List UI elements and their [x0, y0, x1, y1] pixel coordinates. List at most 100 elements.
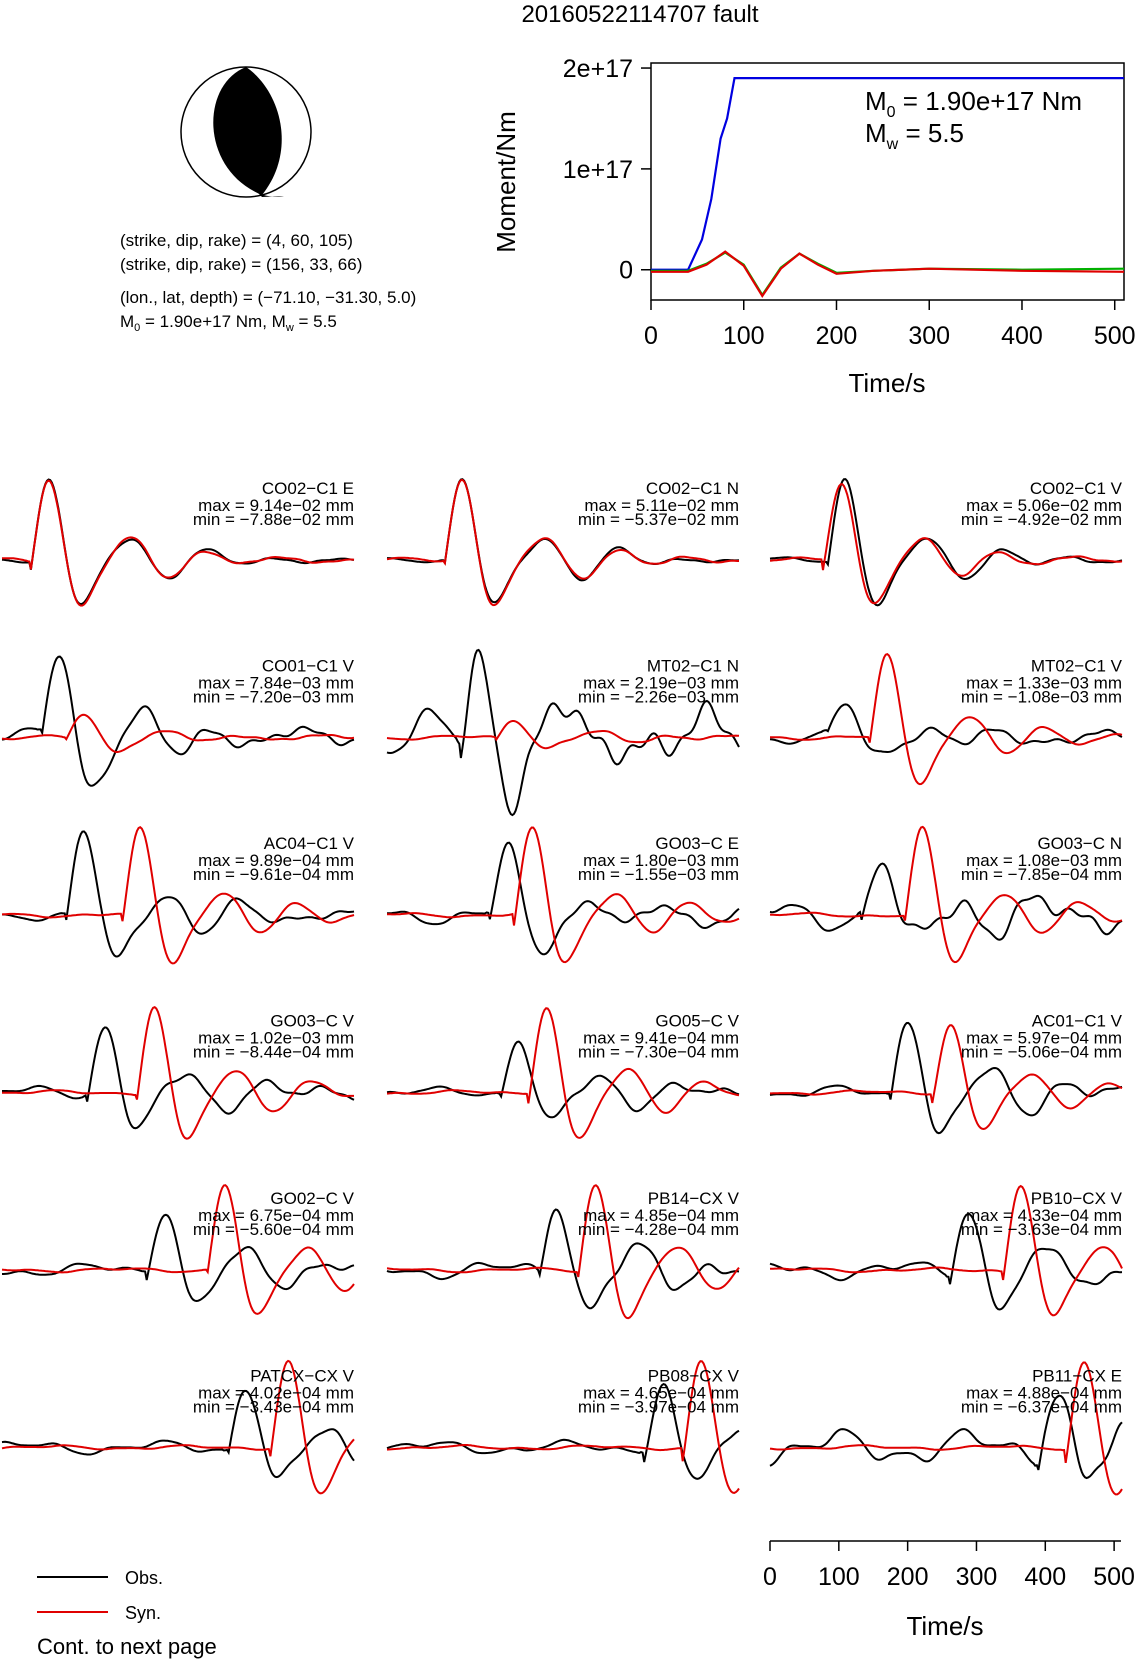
trace-station-label: PB10−CX V	[1031, 1189, 1123, 1208]
moment-ylabel: Moment/Nm	[491, 111, 521, 253]
moment-x-tick-label: 400	[1001, 322, 1043, 350]
trace-syn-line	[387, 826, 740, 964]
moment-y-tick-label: 2e+17	[563, 55, 633, 83]
trace-obs-line	[769, 1394, 1123, 1480]
trace-max-label: max = 1.02e−03 mm	[198, 1029, 354, 1048]
trace-syn-line	[1, 1359, 355, 1495]
trace-station-label: GO02−C V	[270, 1189, 354, 1208]
trace-syn-line	[1, 1184, 355, 1315]
trace-min-label: min = −4.92e−02 mm	[961, 510, 1122, 529]
trace-station-label: GO05−C V	[655, 1012, 739, 1031]
trace-max-label: max = 9.41e−04 mm	[583, 1029, 739, 1048]
trace-obs-line	[386, 648, 740, 817]
mechanism-plane1: (strike, dip, rake) = (4, 60, 105)	[120, 231, 353, 250]
bottom-axis-ticks: 0 100 200 300 400 500	[763, 1541, 1135, 1591]
moment-plot-frame	[650, 62, 1125, 301]
moment-x-tick-label: 100	[723, 322, 765, 350]
mechanism-location: (lon., lat, depth) = (−71.10, −31.30, 5.…	[120, 288, 416, 307]
trace-obs-line	[769, 862, 1123, 941]
moment-y-tick-label: 0	[619, 257, 633, 285]
bottom-axis-tick-label: 300	[956, 1563, 998, 1591]
moment-x-tick-label: 300	[908, 322, 950, 350]
trace-syn-line	[770, 1024, 1123, 1131]
moment-annotation-m0: M0 = 1.90e+17 Nm	[865, 86, 1082, 121]
trace-min-label: min = −8.44e−04 mm	[193, 1043, 354, 1062]
trace-obs-line	[769, 1212, 1123, 1311]
trace-station-label: CO02−C1 N	[646, 479, 739, 498]
trace-min-label: min = −3.63e−04 mm	[961, 1220, 1122, 1239]
trace-min-label: min = −1.55e−03 mm	[578, 865, 739, 884]
trace-station-label: AC01−C1 V	[1032, 1012, 1123, 1031]
trace-max-label: max = 2.19e−03 mm	[583, 674, 739, 693]
trace-syn-line	[1, 713, 355, 753]
trace-station-label: CO01−C1 V	[262, 657, 355, 676]
trace-min-label: min = −3.97e−04 mm	[578, 1398, 739, 1417]
bottom-axis-xlabel: Time/s	[906, 1611, 983, 1641]
trace-min-label: min = −7.88e−02 mm	[193, 510, 354, 529]
moment-series-line-0	[651, 76, 1124, 271]
moment-y-ticks: 0 1e+17 2e+17	[563, 55, 651, 285]
trace-max-label: max = 6.75e−04 mm	[198, 1206, 354, 1225]
trace-max-label: max = 4.33e−04 mm	[966, 1206, 1122, 1225]
bottom-axis-tick-label: 0	[763, 1563, 777, 1591]
moment-xlabel: Time/s	[848, 368, 925, 398]
trace-obs-line	[769, 1021, 1123, 1135]
mechanism-moment: M0 = 1.90e+17 Nm, Mw = 5.5	[120, 312, 337, 334]
bottom-axis-tick-label: 400	[1024, 1563, 1066, 1591]
trace-max-label: max = 7.84e−03 mm	[198, 674, 354, 693]
moment-x-ticks: 0 100 200 300 400 500	[644, 300, 1136, 350]
moment-y-tick-label: 1e+17	[563, 156, 633, 184]
trace-min-label: min = −7.20e−03 mm	[193, 688, 354, 707]
trace-station-label: CO02−C1 V	[1030, 479, 1123, 498]
trace-syn-line	[769, 1184, 1123, 1317]
moment-series-line-2	[651, 250, 1125, 299]
trace-station-label: MT02−C1 V	[1031, 657, 1123, 676]
trace-min-label: min = −9.61e−04 mm	[193, 865, 354, 884]
page-title: 20160522114707 fault	[521, 1, 758, 28]
trace-obs-line	[769, 703, 1123, 754]
trace-station-label: PB11−CX E	[1032, 1367, 1122, 1386]
trace-syn-line	[1, 479, 355, 607]
trace-max-label: max = 4.85e−04 mm	[583, 1206, 739, 1225]
trace-syn-line	[769, 483, 1123, 605]
trace-min-label: min = −5.06e−04 mm	[961, 1043, 1122, 1062]
trace-station-label: PATCX−CX V	[250, 1367, 354, 1386]
trace-max-label: max = 9.14e−02 mm	[198, 496, 354, 515]
trace-min-label: min = −7.85e−04 mm	[961, 865, 1122, 884]
trace-obs-line	[2, 1213, 355, 1303]
moment-x-tick-label: 500	[1094, 322, 1136, 350]
trace-min-label: min = −5.60e−04 mm	[193, 1220, 354, 1239]
trace-station-label: MT02−C1 N	[647, 657, 739, 676]
trace-min-label: min = −1.08e−03 mm	[961, 688, 1122, 707]
trace-station-label: CO02−C1 E	[262, 479, 354, 498]
trace-min-label: min = −4.28e−04 mm	[578, 1220, 739, 1239]
legend-syn-label: Syn.	[125, 1603, 161, 1623]
trace-syn-line	[1, 826, 355, 965]
trace-syn-line	[386, 478, 739, 607]
trace-max-label: max = 4.02e−04 mm	[198, 1384, 354, 1403]
moment-annotation-mw: Mw = 5.5	[865, 118, 964, 153]
trace-station-label: AC04−C1 V	[264, 834, 355, 853]
trace-syn-line	[769, 825, 1123, 964]
trace-max-label: max = 5.11e−02 mm	[584, 496, 739, 515]
trace-max-label: max = 4.65e−04 mm	[583, 1384, 739, 1403]
trace-syn-line	[770, 652, 1123, 786]
trace-syn-line	[2, 1006, 354, 1140]
trace-obs-line	[386, 1382, 740, 1480]
trace-min-label: min = −2.26e−03 mm	[578, 688, 739, 707]
trace-syn-line	[386, 1184, 740, 1320]
